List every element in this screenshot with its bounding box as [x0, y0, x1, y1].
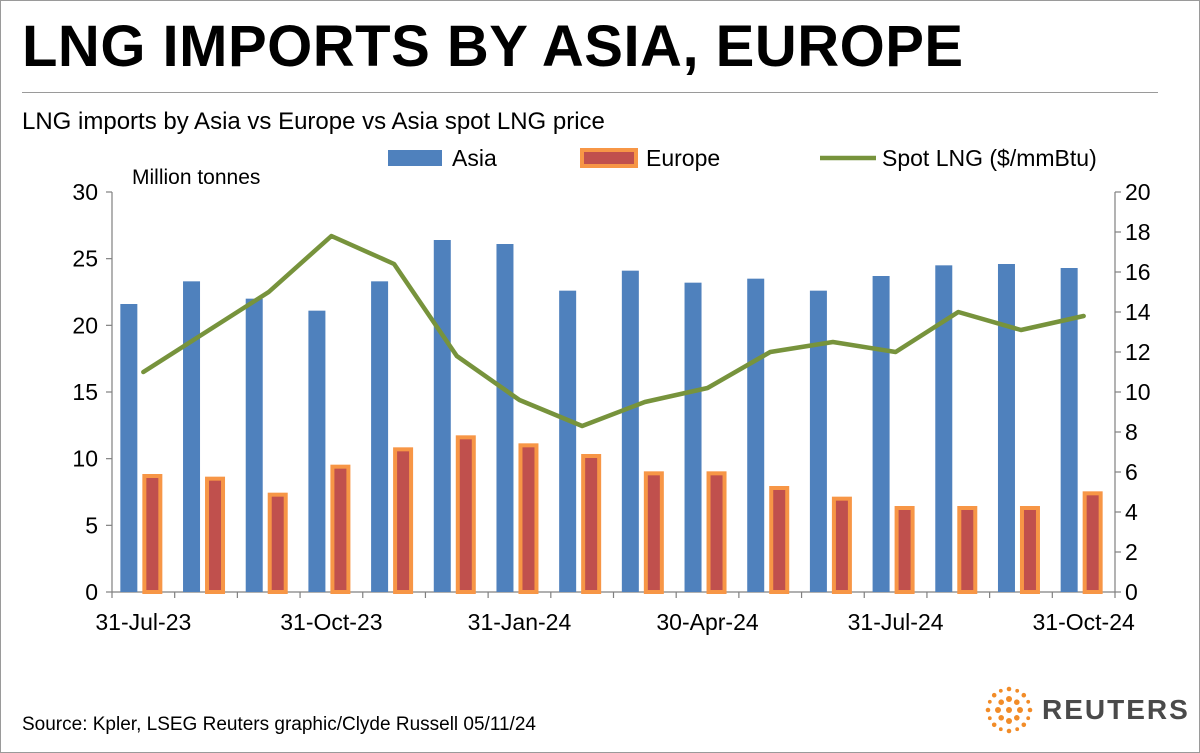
y-tick-label-right: 4 — [1125, 499, 1138, 525]
bar-asia — [371, 281, 389, 592]
bar-asia — [872, 276, 890, 592]
y-tick-label-left: 5 — [85, 512, 98, 538]
bars-group — [120, 240, 1103, 595]
bar-europe — [957, 506, 978, 594]
bar-asia — [120, 304, 138, 592]
source-note: Source: Kpler, LSEG Reuters graphic/Clyd… — [22, 714, 536, 735]
bar-europe — [330, 464, 351, 594]
bar-europe — [455, 435, 476, 595]
y-tick-label-right: 10 — [1125, 379, 1151, 405]
bar-asia — [496, 244, 514, 592]
bar-europe — [267, 492, 288, 594]
y-tick-label-right: 8 — [1125, 419, 1138, 445]
bar-asia — [308, 310, 326, 592]
legend-label-europe: Europe — [646, 145, 720, 171]
y-tick-label-right: 14 — [1125, 299, 1151, 325]
y-tick-label-right: 16 — [1125, 259, 1151, 285]
line-group — [141, 233, 1086, 429]
bar-europe — [393, 447, 414, 595]
y-tick-label-right: 6 — [1125, 459, 1138, 485]
bar-asia — [433, 240, 451, 592]
bar-europe — [706, 471, 727, 595]
y-tick-label-left: 15 — [72, 379, 98, 405]
bar-asia — [1060, 268, 1078, 592]
labels-group: 0 5 10 15 20 25 30 0 2 4 6 8 10 12 14 16 18 20 31-Jul-23 31… — [72, 166, 1150, 635]
x-tick-label: 31-Oct-23 — [280, 609, 382, 635]
y-axis-label: Million tonnes — [132, 166, 260, 189]
headline: LNG IMPORTS BY ASIA, EUROPE — [22, 14, 964, 79]
y-tick-label-right: 20 — [1125, 179, 1151, 205]
x-tick-label: 31-Oct-24 — [1033, 609, 1135, 635]
y-tick-label-left: 25 — [72, 246, 98, 272]
bar-asia — [621, 270, 639, 592]
x-tick-label: 31-Jul-23 — [95, 609, 191, 635]
headline-divider — [22, 92, 1158, 93]
bar-europe — [1082, 491, 1103, 595]
brand-wordmark: REUTERS — [1042, 694, 1190, 725]
y-tick-label-left: 30 — [72, 179, 98, 205]
bar-europe — [518, 443, 539, 595]
reuters-logo: REUTERS — [984, 684, 1190, 736]
legend-swatch-europe — [580, 148, 638, 168]
bar-asia — [183, 281, 201, 592]
legend-swatch-asia — [388, 150, 442, 166]
y-tick-label-right: 2 — [1125, 539, 1138, 565]
y-tick-label-right: 12 — [1125, 339, 1151, 365]
x-tick-label: 31-Jan-24 — [468, 609, 572, 635]
bar-europe — [831, 496, 852, 594]
bar-europe — [142, 474, 163, 594]
x-tick-label: 31-Jul-24 — [848, 609, 944, 635]
bar-asia — [747, 278, 765, 592]
bar-europe — [894, 506, 915, 594]
legend-label-asia: Asia — [452, 145, 497, 171]
legend: Asia Europe Spot LNG ($/mmBtu) — [388, 145, 1097, 171]
legend-label-spot: Spot LNG ($/mmBtu) — [882, 145, 1097, 171]
bar-asia — [809, 290, 827, 592]
bar-asia — [245, 298, 263, 592]
bar-europe — [643, 471, 664, 595]
bar-asia — [935, 265, 953, 592]
chart-title: LNG imports by Asia vs Europe vs Asia sp… — [22, 108, 605, 135]
bar-europe — [769, 486, 790, 594]
bar-asia — [997, 264, 1015, 592]
bar-europe — [581, 454, 602, 594]
bar-asia — [684, 282, 702, 592]
reuters-logo-icon — [985, 686, 1033, 734]
bar-europe — [205, 476, 226, 594]
line-spot-lng — [141, 233, 1086, 429]
bar-europe — [1019, 506, 1040, 594]
bar-asia — [559, 290, 577, 592]
y-tick-label-right: 18 — [1125, 219, 1151, 245]
y-tick-label-left: 20 — [72, 312, 98, 338]
y-tick-label-left: 0 — [85, 579, 98, 605]
y-tick-label-left: 10 — [72, 446, 98, 472]
y-tick-label-right: 0 — [1125, 579, 1138, 605]
x-tick-label: 30-Apr-24 — [656, 609, 758, 635]
